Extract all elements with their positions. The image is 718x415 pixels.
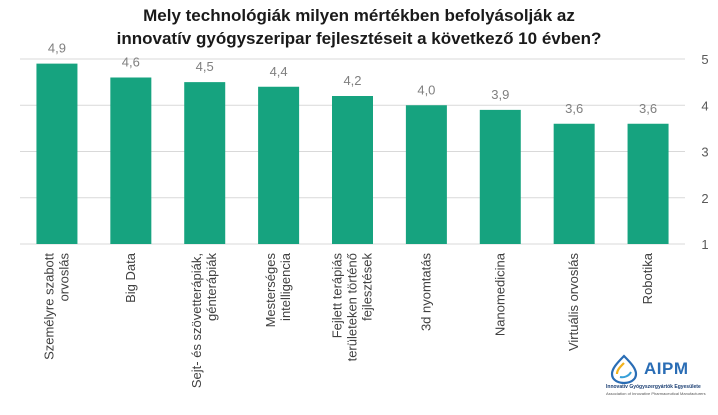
drop-logo-icon [610, 354, 638, 384]
data-label: 3,6 [639, 101, 657, 116]
bars [36, 63, 669, 244]
bar [110, 77, 152, 244]
bar [479, 109, 521, 244]
category-labels: Személyre szabott orvoslás Big Data Sejt- é… [41, 252, 655, 388]
category-label-line: területeken történő [345, 253, 360, 361]
data-label: 4,0 [417, 82, 435, 97]
logo-subtitle-en: Association of Innovative Pharmaceutical… [606, 391, 706, 396]
chart-title-line-1: Mely technológiák milyen mértékben befol… [143, 6, 575, 25]
category-label-line: Big Data [123, 252, 138, 303]
category-label-line: intelligencia [278, 252, 293, 321]
data-label: 4,4 [270, 64, 288, 79]
category-label: Nanomedicina [492, 252, 507, 336]
category-label-line: fejlesztések [360, 253, 375, 321]
data-labels: 4,9 4,6 4,5 4,4 4,2 4,0 3,9 3,6 3,6 [48, 41, 657, 116]
aipm-logo: AIPM Innovatív Gyógyszergyártók Egyesüle… [604, 354, 712, 410]
data-label: 3,6 [565, 101, 583, 116]
category-label-line: Mesterséges [263, 253, 278, 328]
category-label-line: génterápiák [204, 253, 219, 321]
category-label-line: Fejlett terápiás [330, 253, 345, 339]
y-tick-label: 1 [701, 237, 708, 252]
bar [184, 82, 226, 244]
bar [332, 96, 373, 244]
bar [553, 123, 595, 244]
data-label: 4,9 [48, 41, 66, 56]
y-tick-label: 4 [701, 98, 708, 113]
chart-title: Mely technológiák milyen mértékben befol… [0, 4, 718, 50]
category-label: Robotika [640, 252, 655, 304]
bar [405, 105, 447, 244]
logo-subtitle-hu: Innovatív Gyógyszergyártók Egyesülete [606, 384, 701, 390]
category-label: Mesterséges intelligencia [263, 252, 293, 327]
category-label-line: 3d nyomtatás [418, 253, 433, 332]
chart-title-line-2: innovatív gyógyszeripar fejlesztéseit a … [116, 29, 602, 48]
category-label: Sejt- és szövetterápiák, génterápiák [189, 253, 219, 389]
data-label: 4,6 [122, 55, 140, 70]
y-tick-label: 2 [701, 191, 708, 206]
category-label: 3d nyomtatás [418, 253, 433, 332]
category-label-line: Sejt- és szövetterápiák, [189, 253, 204, 388]
category-label-line: orvoslás [56, 253, 71, 302]
category-label-line: Személyre szabott [41, 253, 56, 360]
bar [36, 63, 78, 244]
data-label: 4,5 [196, 59, 214, 74]
category-label: Big Data [123, 252, 138, 303]
y-axis-ticks: 1 2 3 4 5 [701, 52, 708, 252]
y-tick-label: 3 [701, 145, 708, 160]
category-label-line: Nanomedicina [492, 252, 507, 336]
data-label: 3,9 [491, 87, 509, 102]
y-tick-label: 5 [701, 52, 708, 67]
logo-name: AIPM [644, 359, 689, 378]
category-label: Virtuális orvoslás [566, 253, 581, 352]
bar [258, 86, 300, 244]
bar [627, 123, 669, 244]
category-label: Fejlett terápiás területeken történő fejle… [330, 253, 375, 362]
category-label-line: Virtuális orvoslás [566, 253, 581, 352]
category-label-line: Robotika [640, 252, 655, 304]
category-label: Személyre szabott orvoslás [41, 253, 71, 360]
data-label: 4,2 [343, 73, 361, 88]
